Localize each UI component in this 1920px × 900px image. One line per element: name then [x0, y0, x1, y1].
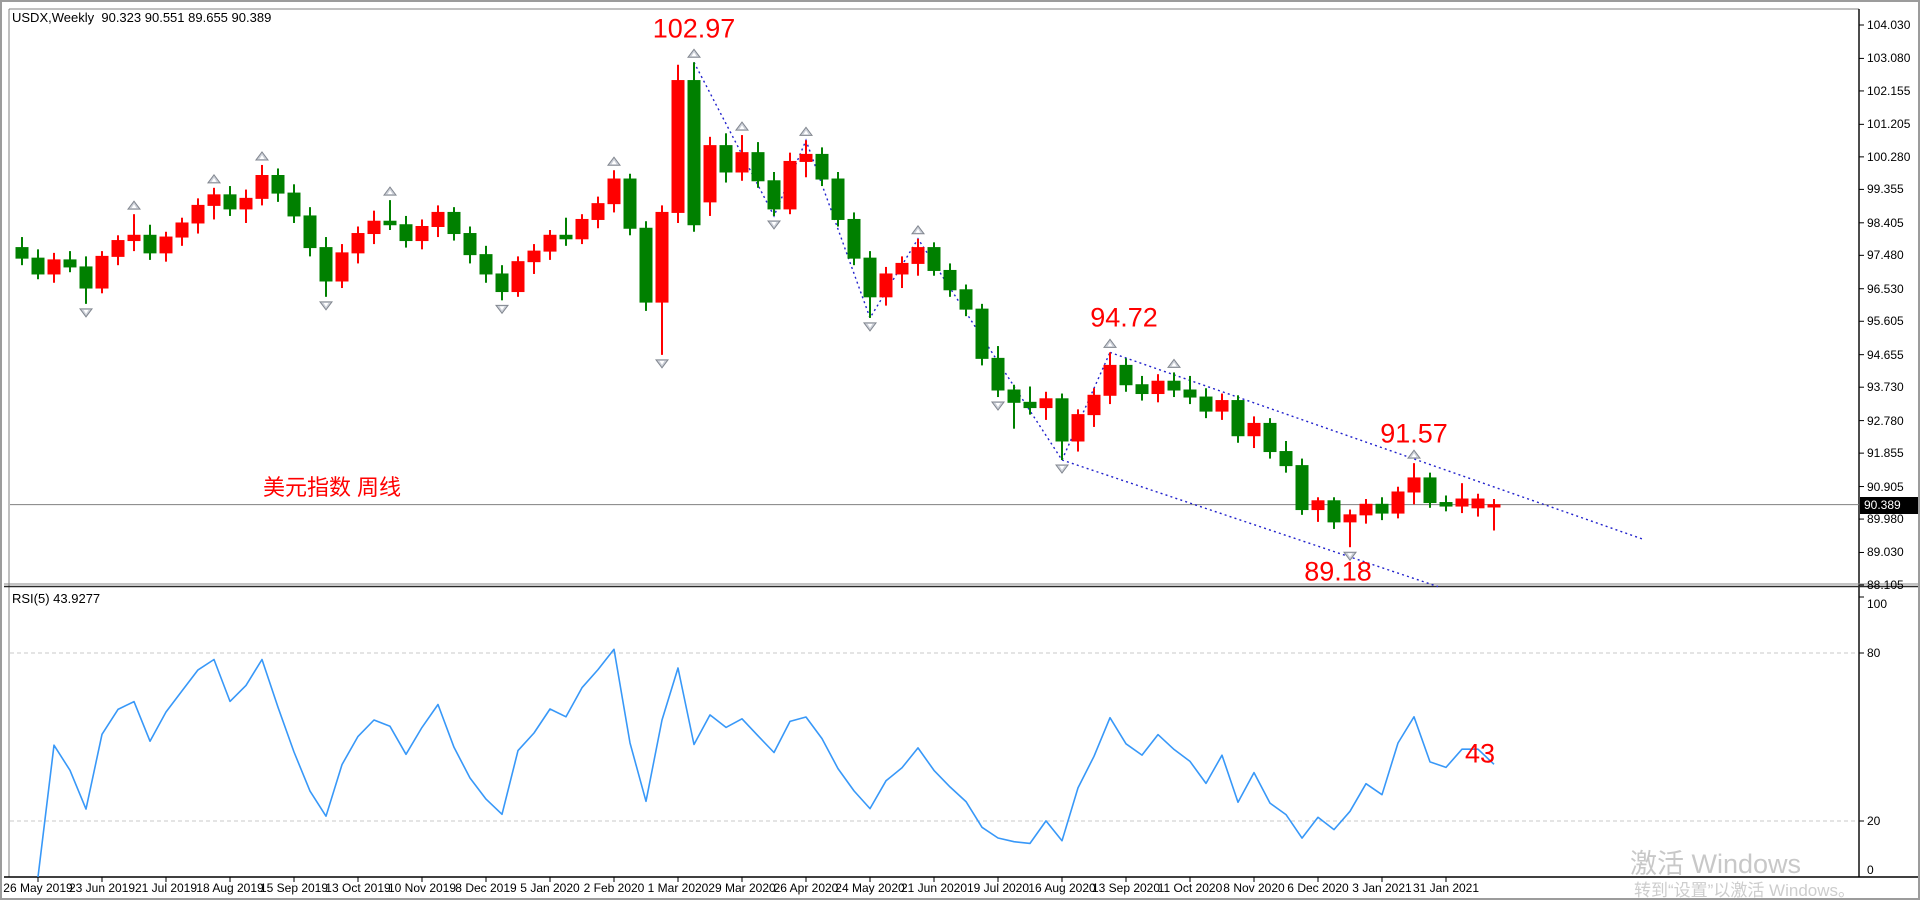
close-value: 90.389	[231, 10, 272, 25]
date-tick-label: 18 Aug 2019	[196, 881, 264, 895]
date-tick-label: 5 Jan 2020	[520, 881, 580, 895]
date-tick-label: 21 Jun 2020	[900, 881, 968, 895]
price-tick-label: 96.530	[1867, 281, 1904, 296]
rsi-tick-label: 20	[1867, 814, 1881, 828]
date-tick-label: 29 Mar 2020	[708, 881, 776, 895]
price-annotation: 102.97	[652, 13, 736, 44]
price-annotation: 94.72	[1090, 302, 1158, 333]
price-tick-label: 89.030	[1867, 545, 1904, 560]
date-tick-label: 21 Jul 2019	[134, 881, 198, 895]
price-tick-label: 95.605	[1867, 314, 1904, 329]
price-tick-label: 100.280	[1867, 149, 1911, 164]
price-tick-label: 92.780	[1867, 413, 1904, 428]
date-tick-label: 26 May 2019	[3, 881, 73, 895]
price-tick-label: 88.105	[1867, 578, 1904, 592]
price-tick-label: 103.080	[1867, 51, 1911, 66]
price-tick-label: 97.480	[1867, 248, 1904, 263]
price-annotation: 89.18	[1304, 556, 1372, 587]
date-tick-label: 6 Dec 2020	[1287, 881, 1349, 895]
high-value: 90.551	[144, 10, 185, 25]
price-tick-label: 104.030	[1867, 18, 1911, 32]
date-tick-label: 24 May 2020	[835, 881, 905, 895]
price-annotation: 91.57	[1380, 418, 1448, 449]
date-tick-label: 26 Apr 2020	[773, 881, 839, 895]
price-tick-label: 93.730	[1867, 380, 1904, 395]
symbol-label: USDX,Weekly	[12, 10, 95, 25]
date-tick-label: 13 Sep 2020	[1091, 881, 1161, 895]
date-tick-label: 19 Jul 2020	[966, 881, 1030, 895]
price-tick-label: 94.655	[1867, 347, 1904, 362]
rsi-tick-label: 80	[1867, 646, 1881, 660]
date-tick-label: 16 Aug 2020	[1028, 881, 1096, 895]
price-annotation: 43	[1464, 738, 1496, 769]
date-tick-label: 23 Jun 2019	[68, 881, 136, 895]
date-tick-label: 8 Dec 2019	[455, 881, 517, 895]
date-tick-label: 10 Nov 2019	[387, 881, 457, 895]
date-tick-label: 2 Feb 2020	[583, 881, 645, 895]
price-tick-label: 98.405	[1867, 215, 1904, 230]
date-tick-label: 11 Oct 2020	[1157, 881, 1223, 895]
price-annotation: 美元指数 周线	[262, 475, 402, 500]
symbol-ohlc-header: USDX,Weekly 90.323 90.551 89.655 90.389	[12, 10, 271, 25]
rsi-tick-label: 100	[1867, 597, 1888, 611]
low-value: 89.655	[188, 10, 228, 25]
activate-windows-watermark: 激活 Windows	[1630, 849, 1802, 879]
price-tick-label: 90.905	[1867, 479, 1904, 494]
rsi-tick-label: 0	[1867, 863, 1874, 877]
date-tick-label: 13 Oct 2019	[325, 881, 391, 895]
price-tick-label: 91.855	[1867, 446, 1904, 461]
date-tick-label: 8 Nov 2020	[1223, 881, 1285, 895]
price-tick-label: 89.980	[1867, 512, 1904, 527]
current-price-badge: 90.389	[1860, 496, 1918, 514]
price-tick-label: 99.355	[1867, 182, 1904, 197]
price-tick-label: 101.205	[1867, 117, 1911, 132]
date-tick-label: 3 Jan 2021	[1352, 881, 1412, 895]
date-tick-label: 15 Sep 2019	[259, 881, 329, 895]
rsi-indicator-label: RSI(5) 43.9277	[12, 591, 101, 606]
price-tick-label: 102.155	[1867, 83, 1911, 98]
open-value: 90.323	[101, 10, 142, 25]
date-tick-label: 31 Jan 2021	[1412, 881, 1480, 895]
activate-windows-hint: 转到“设置”以激活 Windows。	[1634, 881, 1856, 900]
date-tick-label: 1 Mar 2020	[647, 881, 709, 895]
